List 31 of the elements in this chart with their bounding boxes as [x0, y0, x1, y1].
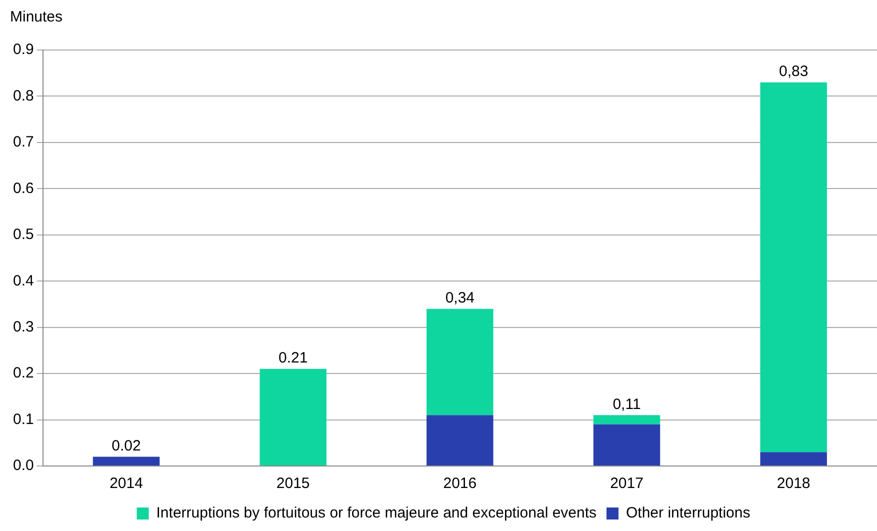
- y-tick-label: 0.8: [12, 87, 34, 104]
- bar: [760, 82, 827, 452]
- x-tick-label: 2017: [610, 475, 644, 492]
- bar: [593, 424, 660, 466]
- x-tick-label: 2016: [443, 475, 477, 492]
- y-tick-label: 0.2: [12, 364, 34, 382]
- y-tick-label: 0.5: [12, 226, 34, 244]
- bar: [260, 368, 326, 466]
- total-label: 0,83: [778, 62, 808, 80]
- bar: [426, 308, 494, 416]
- y-tick-label: 0.6: [12, 180, 34, 197]
- x-tick-label: 2014: [110, 475, 143, 492]
- bar: [593, 415, 660, 424]
- bar: [426, 415, 494, 466]
- y-tick-label: 0.0: [12, 457, 34, 474]
- total-label: 0,11: [612, 396, 641, 413]
- y-axis-title: Minutes: [10, 8, 63, 26]
- x-tick-label: 2018: [776, 475, 810, 492]
- y-tick-label: 0.7: [12, 134, 34, 151]
- bar: [92, 456, 160, 466]
- total-label: 0.02: [112, 437, 141, 454]
- legend-label: Other interruptions: [626, 504, 750, 522]
- y-tick-label: 0.4: [12, 272, 34, 290]
- legend-label: Interruptions by fortuitous or force majeure and exceptional events: [156, 504, 597, 522]
- x-tick-label: 2015: [276, 475, 310, 492]
- y-tick-label: 0.9: [12, 41, 34, 58]
- bar: [760, 452, 827, 466]
- y-tick-label: 0.3: [12, 318, 34, 336]
- y-tick-label: 0.1: [12, 410, 34, 428]
- total-label: 0.21: [278, 350, 308, 367]
- total-label: 0,34: [445, 289, 475, 306]
